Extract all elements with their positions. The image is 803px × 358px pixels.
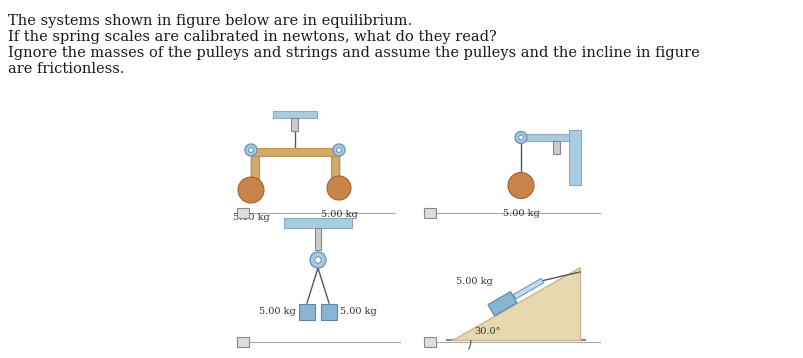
Text: b: b	[426, 208, 433, 218]
FancyBboxPatch shape	[237, 337, 249, 347]
Text: 5.00 kg: 5.00 kg	[340, 308, 377, 316]
Circle shape	[507, 173, 533, 198]
FancyBboxPatch shape	[315, 228, 320, 250]
Circle shape	[248, 147, 253, 153]
FancyBboxPatch shape	[237, 208, 249, 218]
Polygon shape	[513, 279, 543, 299]
FancyBboxPatch shape	[273, 111, 316, 118]
Text: d: d	[426, 337, 433, 347]
Circle shape	[336, 147, 341, 153]
Text: If the spring scales are calibrated in newtons, what do they read?: If the spring scales are calibrated in n…	[8, 30, 496, 44]
Text: 5.00 kg: 5.00 kg	[502, 208, 539, 218]
FancyBboxPatch shape	[251, 148, 339, 156]
Circle shape	[332, 144, 344, 156]
Text: 5.00 kg: 5.00 kg	[232, 213, 269, 222]
Circle shape	[327, 176, 351, 200]
Text: 30.0°: 30.0°	[474, 326, 499, 335]
Circle shape	[238, 177, 263, 203]
Text: 5.00 kg: 5.00 kg	[455, 277, 492, 286]
FancyBboxPatch shape	[552, 141, 560, 154]
Text: The systems shown in figure below are in equilibrium.: The systems shown in figure below are in…	[8, 14, 412, 28]
Polygon shape	[487, 291, 516, 316]
Circle shape	[245, 144, 257, 156]
FancyBboxPatch shape	[423, 337, 435, 347]
FancyBboxPatch shape	[291, 118, 298, 131]
FancyBboxPatch shape	[251, 156, 259, 194]
Circle shape	[515, 131, 526, 144]
FancyBboxPatch shape	[423, 208, 435, 218]
FancyBboxPatch shape	[320, 304, 336, 320]
Polygon shape	[451, 267, 579, 340]
Text: are frictionless.: are frictionless.	[8, 62, 124, 76]
FancyBboxPatch shape	[331, 156, 339, 194]
FancyBboxPatch shape	[519, 134, 569, 141]
Text: a: a	[239, 208, 246, 218]
Text: 5.00 kg: 5.00 kg	[259, 308, 296, 316]
Circle shape	[315, 257, 321, 263]
Text: 5.00 kg: 5.00 kg	[320, 210, 357, 219]
FancyBboxPatch shape	[299, 304, 315, 320]
FancyBboxPatch shape	[283, 218, 352, 228]
Circle shape	[310, 252, 325, 268]
Circle shape	[518, 135, 523, 140]
Text: Ignore the masses of the pulleys and strings and assume the pulleys and the incl: Ignore the masses of the pulleys and str…	[8, 46, 699, 60]
Text: c: c	[240, 337, 246, 347]
FancyBboxPatch shape	[569, 130, 581, 185]
